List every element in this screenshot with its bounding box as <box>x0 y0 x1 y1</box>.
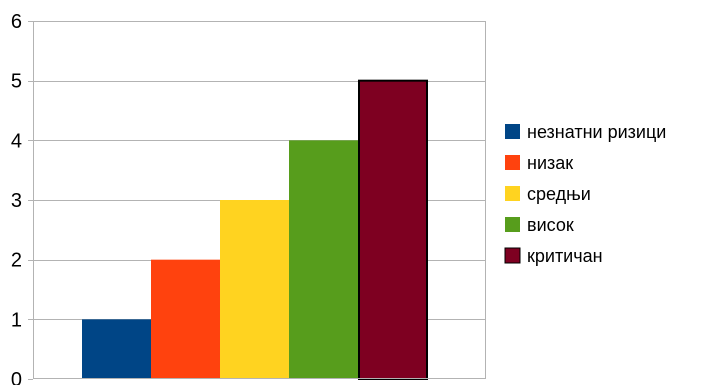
bar-4 <box>289 140 358 379</box>
legend-swatch <box>505 124 520 139</box>
y-tick-label: 6 <box>11 11 22 33</box>
legend-swatch <box>505 186 520 201</box>
y-tick-label: 1 <box>11 309 22 331</box>
bar-5 <box>358 79 428 381</box>
legend-label: средњи <box>527 184 591 204</box>
y-axis: 0 1 2 3 4 5 6 <box>11 11 33 385</box>
legend: незнатни ризици низак средњи висок критичан <box>504 122 666 266</box>
bar-1 <box>82 319 151 379</box>
y-tick-label: 0 <box>11 369 22 385</box>
y-tick-label: 2 <box>11 250 22 272</box>
y-tick-label: 4 <box>11 130 22 152</box>
legend-swatch <box>504 247 521 264</box>
bar-2 <box>151 259 220 379</box>
legend-swatch <box>505 217 520 232</box>
legend-label: висок <box>527 215 574 235</box>
plot-frame <box>33 21 486 379</box>
legend-swatch <box>505 155 520 170</box>
legend-label: критичан <box>527 246 603 266</box>
y-tick-label: 5 <box>11 71 22 93</box>
legend-label: незнатни ризици <box>527 122 666 142</box>
legend-label: низак <box>527 153 573 173</box>
y-tick-label: 3 <box>11 190 22 212</box>
bar-3 <box>220 200 289 379</box>
bars <box>82 79 428 381</box>
